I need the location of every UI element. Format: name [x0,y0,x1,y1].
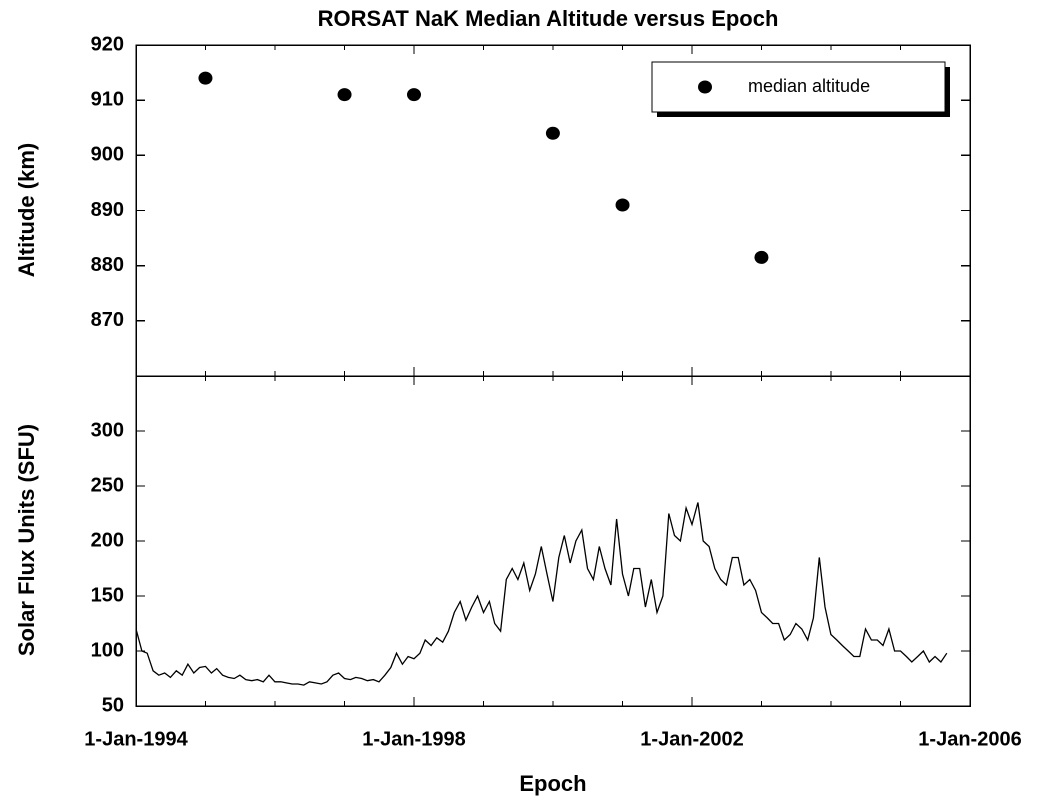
y-tick-label: 200 [91,529,124,551]
flux-line [135,502,948,686]
y-axis-label: Altitude (km) [14,143,39,277]
y-tick-label: 880 [91,254,124,276]
x-tick-label: 1-Jan-2002 [640,728,743,750]
legend-label: median altitude [748,76,870,96]
legend-marker [698,80,712,94]
y-tick-label: 50 [102,694,124,716]
plot-frame [135,375,971,707]
y-tick-label: 250 [91,474,124,496]
x-tick-label: 1-Jan-1994 [84,728,188,750]
data-point [337,88,352,102]
x-tick-label: 1-Jan-1998 [362,728,465,750]
data-point [615,198,630,212]
y-tick-label: 100 [91,639,124,661]
y-tick-label: 300 [91,419,124,441]
y-tick-label: 920 [91,33,124,55]
y-tick-label: 910 [91,88,124,110]
data-point [407,88,421,102]
y-axis-label: Solar Flux Units (SFU) [14,424,39,656]
x-axis-label: Epoch [519,771,586,796]
data-point [545,126,560,140]
data-point [198,71,213,85]
y-tick-label: 890 [91,199,124,221]
y-tick-label: 900 [91,144,124,166]
chart-title: RORSAT NaK Median Altitude versus Epoch [318,6,779,31]
y-tick-label: 870 [91,309,124,331]
data-point [754,250,769,264]
x-tick-label: 1-Jan-2006 [918,728,1021,750]
y-tick-label: 150 [91,584,124,606]
